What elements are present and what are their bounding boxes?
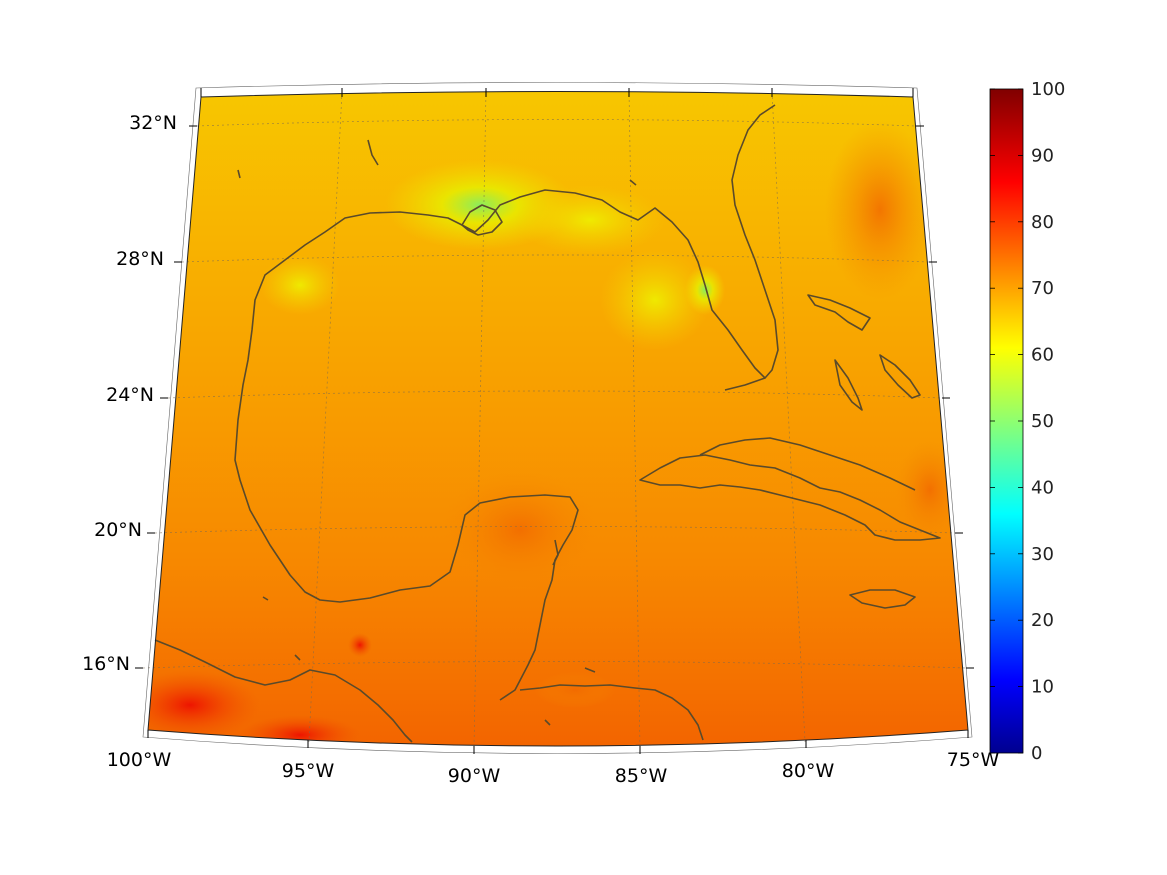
lon-tick-label-95w: 95°W <box>282 760 335 782</box>
lat-tick-label-20n: 20°N <box>94 519 142 541</box>
data-field <box>148 91 968 746</box>
cuba <box>639 454 941 541</box>
mississippi-delta <box>461 204 503 236</box>
colorbar-tick-label: 90 <box>1031 145 1054 166</box>
colorbar-tick-label: 50 <box>1031 411 1054 432</box>
map-frame-outer <box>142 82 973 754</box>
colorbar-tick-label: 40 <box>1031 477 1054 498</box>
colorbar-gradient <box>989 88 1024 754</box>
bahamas-2 <box>834 359 863 411</box>
colorbar-tick-label: 70 <box>1031 278 1054 299</box>
colorbar-tick-label: 30 <box>1031 544 1054 565</box>
florida-coast <box>704 104 779 379</box>
colorbar-tick-label: 60 <box>1031 345 1054 366</box>
graticule <box>142 89 967 749</box>
florida-keys <box>724 377 766 391</box>
colorbar-tick-label: 80 <box>1031 212 1054 233</box>
lat-tick-label-28n: 28°N <box>116 248 164 270</box>
honduras-coast <box>519 684 704 741</box>
lat-tick-label-24n: 24°N <box>106 384 154 406</box>
lon-tick-label-80w: 80°W <box>782 760 835 782</box>
map-frame <box>147 91 969 747</box>
coastlines <box>154 104 941 743</box>
lon-tick-label-85w: 85°W <box>615 765 668 787</box>
jamaica <box>849 589 916 609</box>
lat-tick-label-16n: 16°N <box>82 653 130 675</box>
colorbar: 0 10 20 30 40 50 60 70 80 90 100 <box>989 79 1065 764</box>
islands-misc <box>237 139 637 726</box>
colorbar-tick-label: 20 <box>1031 610 1054 631</box>
bahamas-3 <box>879 354 921 399</box>
yucatan-islands <box>552 539 559 566</box>
lon-tick-label-100w: 100°W <box>107 749 172 771</box>
gulf-coast <box>234 189 706 701</box>
frame-ticks <box>135 88 974 754</box>
colorbar-tick-label: 0 <box>1031 743 1042 764</box>
central-america <box>154 639 413 743</box>
lon-tick-label-75w: 75°W <box>947 749 1000 771</box>
bahamas-1 <box>807 294 871 331</box>
colorbar-tick-label: 10 <box>1031 677 1054 698</box>
lon-tick-label-90w: 90°W <box>448 765 501 787</box>
cuba-north <box>699 437 916 491</box>
colorbar-tick-label: 100 <box>1031 79 1065 100</box>
lat-tick-label-32n: 32°N <box>129 112 177 134</box>
